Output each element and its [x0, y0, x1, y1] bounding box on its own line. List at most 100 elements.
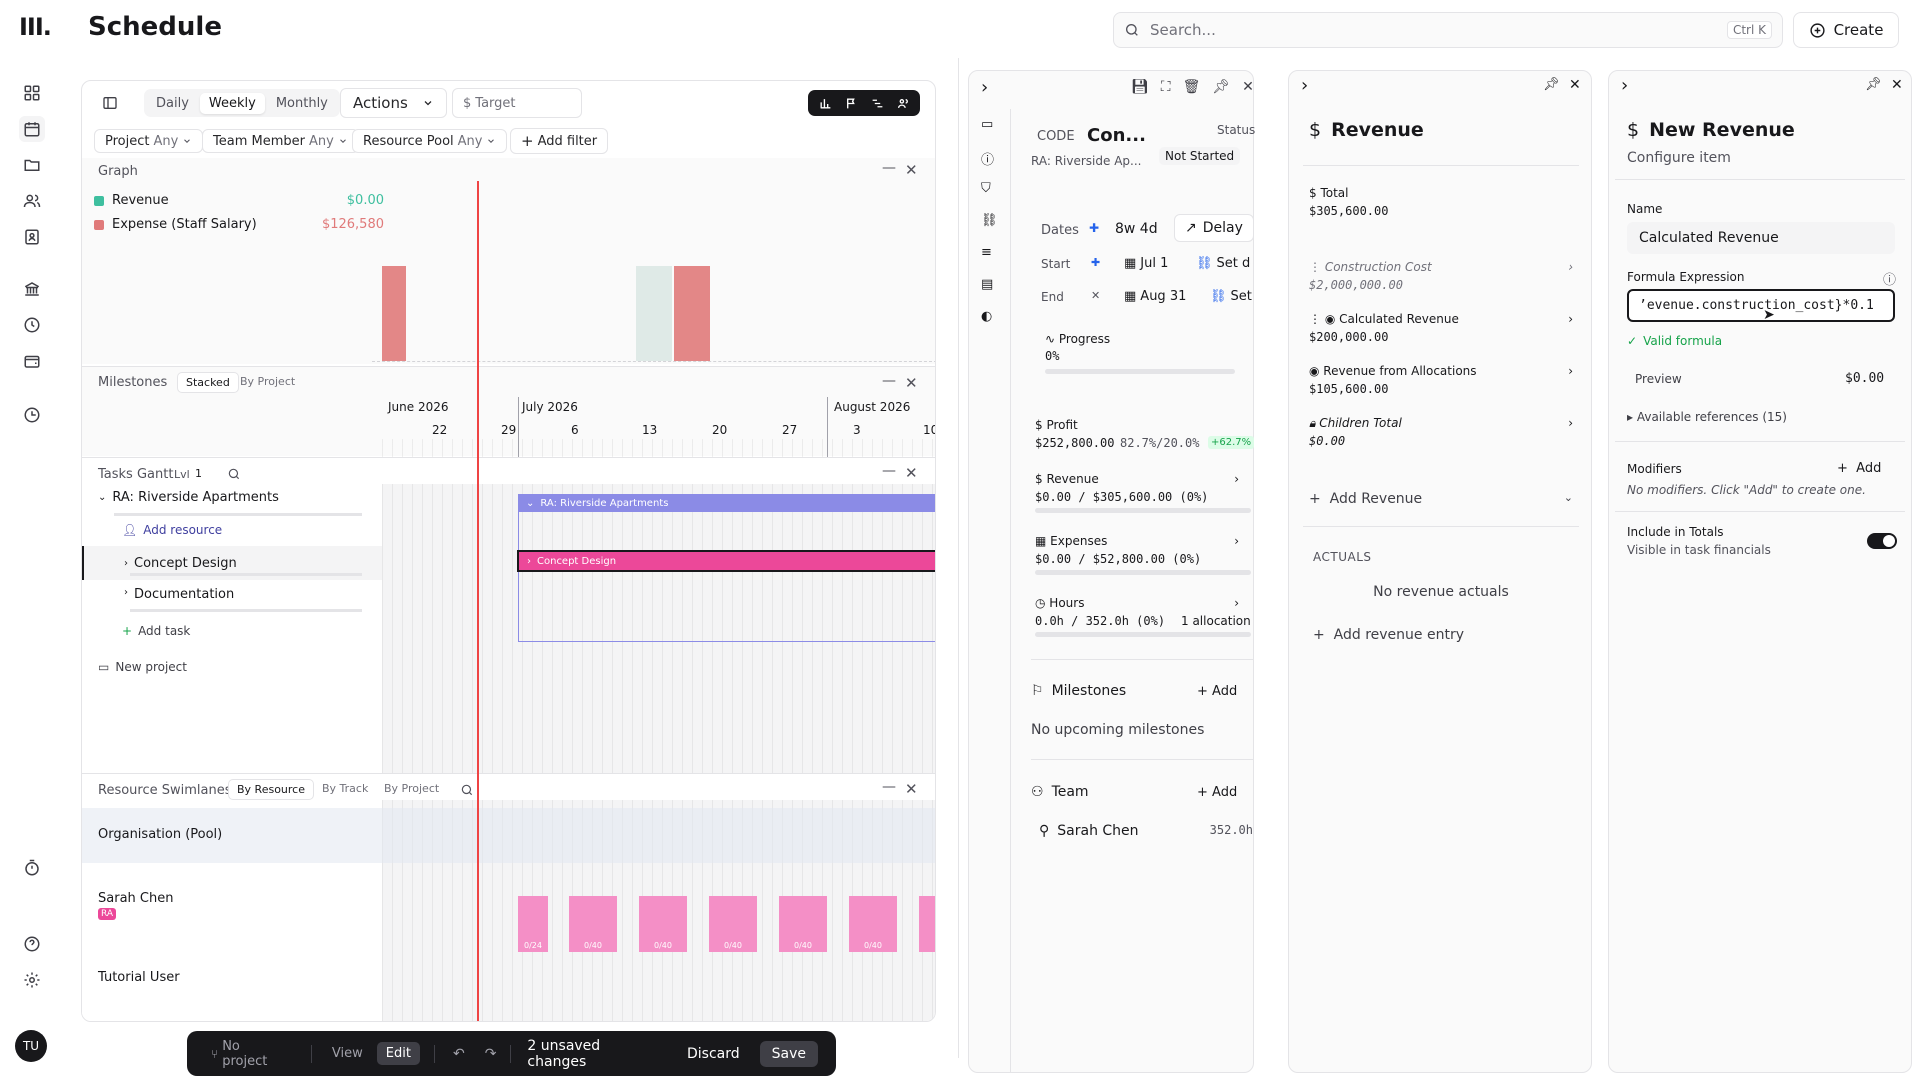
discard-button[interactable]: Discard — [686, 1045, 740, 1062]
calendar-icon[interactable] — [19, 116, 45, 142]
palette-icon[interactable]: ◐ — [981, 309, 993, 324]
users-icon[interactable] — [19, 188, 45, 214]
sidebar-toggle-icon[interactable] — [102, 95, 118, 115]
user-avatar[interactable]: TU — [15, 1030, 47, 1062]
allocation-block[interactable]: 0/40 — [639, 896, 687, 952]
close-icon[interactable]: ✕ — [905, 374, 918, 392]
add-team-button[interactable]: + Add — [1197, 785, 1238, 800]
milestones-by-project-tab[interactable]: By Project — [240, 375, 296, 388]
sliders-icon[interactable]: ≡ — [981, 245, 992, 260]
close-icon[interactable]: ✕ — [1891, 77, 1903, 93]
edit-mode-button[interactable]: Edit — [376, 1042, 420, 1065]
gantt-search-icon[interactable] — [227, 466, 241, 485]
info-icon[interactable]: ⓘ — [981, 153, 995, 168]
view-monthly-tab[interactable]: Monthly — [275, 95, 328, 111]
revenue-item[interactable]: ◉ Revenue from Allocations › — [1309, 364, 1573, 378]
save-icon[interactable]: 💾︎ — [1131, 79, 1149, 95]
chevron-right-icon[interactable]: › — [981, 77, 989, 98]
hours-row[interactable]: ◷ Hours › — [1035, 596, 1239, 610]
expenses-row[interactable]: ▦ Expenses › — [1035, 534, 1239, 548]
close-icon[interactable]: ✕ — [1242, 79, 1254, 95]
revenue-item[interactable]: ⋮ ◉ Calculated Revenue › — [1309, 312, 1573, 326]
timer-icon[interactable] — [19, 855, 45, 881]
filter-team-member[interactable]: Team Member Any — [202, 129, 359, 153]
document-icon[interactable]: ▤ — [981, 277, 994, 292]
view-weekly-tab[interactable]: Weekly — [199, 92, 265, 114]
swimlane-search-icon[interactable] — [460, 782, 474, 801]
help-icon[interactable] — [19, 931, 45, 957]
add-milestone-button[interactable]: + Add — [1197, 684, 1238, 699]
gantt-row-documentation[interactable]: › Documentation — [124, 587, 234, 602]
gantt-level-stepper[interactable]: 1 — [195, 467, 202, 480]
gantt-icon[interactable] — [871, 97, 884, 110]
add-filter-button[interactable]: + Add filter — [510, 128, 609, 154]
formula-input[interactable]: ’evenue.construction_cost}*0.1 — [1627, 289, 1895, 322]
allocation-block[interactable]: 0/40 — [849, 896, 897, 952]
allocation-block[interactable] — [919, 896, 935, 952]
people-icon[interactable] — [897, 97, 910, 110]
revenue-row[interactable]: $ Revenue › — [1035, 472, 1239, 486]
clock-icon[interactable] — [19, 312, 45, 338]
start-pin-icon[interactable]: ✚ — [1091, 256, 1101, 269]
gantt-row-project[interactable]: ⌄ RA: Riverside Apartments — [98, 490, 279, 505]
close-icon[interactable]: ✕ — [905, 780, 918, 798]
milestones-stacked-tab[interactable]: Stacked — [177, 372, 239, 393]
start-dependency[interactable]: ⛓︎Set depe — [1196, 256, 1251, 271]
pin-icon[interactable]: 📌︎ — [1212, 79, 1231, 95]
target-field[interactable]: $ Target — [452, 88, 582, 118]
add-modifier-button[interactable]: + Add — [1837, 461, 1882, 476]
filter-resource-pool[interactable]: Resource Pool Any — [352, 129, 508, 153]
include-totals-toggle[interactable] — [1867, 533, 1897, 549]
add-task-button[interactable]: + Add task — [122, 624, 190, 638]
minimize-icon[interactable]: — — [882, 160, 896, 176]
end-date[interactable]: ▦ Aug 31 — [1124, 289, 1186, 304]
allocation-block[interactable]: 0/24 — [518, 896, 548, 952]
contact-book-icon[interactable] — [19, 224, 45, 250]
pin-icon[interactable]: 📌︎ — [1865, 77, 1882, 92]
bar-chart-icon[interactable] — [819, 97, 832, 110]
pool-row[interactable] — [82, 808, 935, 863]
view-daily-tab[interactable]: Daily — [156, 95, 189, 111]
allocation-block[interactable]: 0/40 — [779, 896, 827, 952]
filter-project[interactable]: Project Any — [94, 129, 204, 153]
new-project-button[interactable]: ▭ New project — [98, 660, 187, 674]
trash-icon[interactable]: 🗑︎ — [1182, 79, 1201, 95]
chevron-right-icon[interactable]: › — [1301, 75, 1309, 96]
undo-icon[interactable]: ↶ — [452, 1045, 465, 1062]
create-button[interactable]: Create — [1793, 12, 1899, 48]
add-revenue-entry-button[interactable]: + Add revenue entry — [1313, 627, 1464, 643]
project-bar[interactable]: ⌄ RA: Riverside Apartments — [518, 494, 935, 512]
add-revenue-button[interactable]: + Add Revenue ⌄ — [1309, 491, 1573, 507]
revenue-item[interactable]: 🔒︎ Children Total › — [1309, 416, 1573, 431]
search-bar[interactable]: Search... Ctrl K — [1113, 12, 1783, 48]
folder-icon[interactable]: ▭ — [981, 117, 994, 132]
swimlane-by-project-tab[interactable]: By Project — [384, 782, 440, 795]
close-icon[interactable]: ✕ — [1569, 77, 1581, 93]
start-date[interactable]: ▦ Jul 1 — [1124, 256, 1168, 271]
flag-icon[interactable] — [845, 97, 858, 110]
link-icon[interactable]: ⛓︎ — [981, 213, 998, 228]
delay-button[interactable]: ↗ Delay — [1174, 214, 1254, 242]
swimlane-by-resource-tab[interactable]: By Resource — [228, 779, 314, 800]
end-unpin-icon[interactable]: ✕ — [1091, 289, 1101, 302]
team-member-row[interactable]: ⚲ Sarah Chen 352.0h — [1039, 823, 1253, 839]
chevron-right-icon[interactable]: › — [1621, 75, 1629, 96]
code-value[interactable]: Con... — [1087, 125, 1146, 146]
status-select[interactable]: Not Started — [1159, 147, 1241, 165]
add-resource-button[interactable]: 👤︎ Add resource — [122, 523, 222, 537]
dashboard-icon[interactable] — [19, 80, 45, 106]
save-button[interactable]: Save — [759, 1040, 818, 1067]
help-icon[interactable]: ⓘ — [1883, 273, 1897, 288]
close-icon[interactable]: ✕ — [905, 161, 918, 179]
actions-dropdown[interactable]: Actions — [340, 88, 447, 118]
settings-gear-icon[interactable] — [19, 967, 45, 993]
name-input[interactable]: Calculated Revenue — [1627, 222, 1895, 254]
wallet-icon[interactable] — [19, 348, 45, 374]
swimlane-by-track-tab[interactable]: By Track — [322, 782, 369, 795]
shield-icon[interactable]: ⛉ — [981, 181, 991, 196]
end-dependency[interactable]: ⛓︎Set de — [1210, 289, 1254, 304]
expand-icon[interactable]: ⛶ — [1160, 79, 1171, 95]
allocation-block[interactable]: 0/40 — [569, 896, 617, 952]
minimize-icon[interactable]: — — [882, 463, 896, 479]
minimize-icon[interactable]: — — [882, 779, 896, 795]
